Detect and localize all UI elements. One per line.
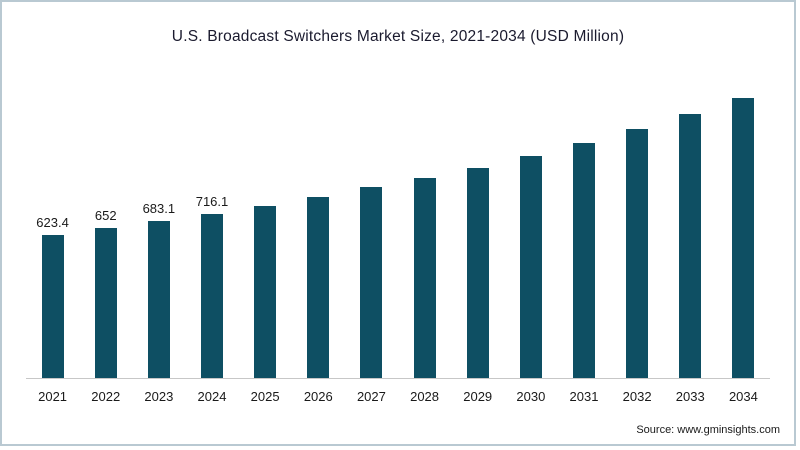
- bar-column: [557, 68, 610, 378]
- bar-value-label: 716.1: [195, 194, 229, 209]
- bar: [413, 178, 436, 378]
- bar: [94, 228, 117, 378]
- bar: [360, 187, 383, 378]
- x-axis-labels: 2021 2022 2023 2024 2025 2026 2027 2028 2029 2030…: [26, 378, 770, 404]
- bar: [626, 129, 649, 378]
- bar-value-label: 683.1: [142, 201, 176, 216]
- x-axis-label: 2030: [516, 389, 546, 404]
- x-axis-label: 2024: [197, 389, 227, 404]
- x-axis-label: 2028: [410, 389, 440, 404]
- x-axis-label: 2021: [38, 389, 68, 404]
- bar: [572, 143, 595, 378]
- bar: [519, 156, 542, 378]
- bar-column: 652: [79, 68, 132, 378]
- bar: [679, 114, 702, 378]
- x-axis-label: 2023: [144, 389, 174, 404]
- x-axis-label: 2025: [250, 389, 280, 404]
- x-axis-label: 2032: [622, 389, 652, 404]
- bar-column: 683.1: [132, 68, 185, 378]
- bar-column: [345, 68, 398, 378]
- bar-value-label: 623.4: [36, 215, 69, 230]
- x-axis-label: 2022: [91, 389, 121, 404]
- bar-column: 623.4: [26, 68, 79, 378]
- bar: [307, 197, 330, 378]
- bar: [147, 221, 170, 378]
- bar: [41, 235, 64, 378]
- x-axis-label: 2031: [569, 389, 599, 404]
- chart-title: U.S. Broadcast Switchers Market Size, 20…: [171, 28, 625, 45]
- bar-column: [504, 68, 557, 378]
- bar: [254, 206, 277, 378]
- x-axis-label: 2027: [356, 389, 386, 404]
- bar: [466, 168, 489, 378]
- bar-column: [611, 68, 664, 378]
- bar-column: [398, 68, 451, 378]
- bar-column: [717, 68, 770, 378]
- bar: [200, 214, 223, 378]
- bar-column: [292, 68, 345, 378]
- x-axis-label: 2029: [463, 389, 493, 404]
- x-axis-label: 2033: [675, 389, 705, 404]
- source-text: Source: www.gminsights.com: [636, 424, 780, 436]
- bar-column: [664, 68, 717, 378]
- bar: [732, 98, 755, 378]
- bar-column: 716.1: [185, 68, 238, 378]
- x-axis-label: 2034: [728, 389, 758, 404]
- bar-column: [239, 68, 292, 378]
- bar-column: [451, 68, 504, 378]
- bar-value-label: 652: [94, 208, 117, 223]
- plot-area: 623.4 652 683.1 716.1: [26, 68, 770, 378]
- x-axis-label: 2026: [303, 389, 333, 404]
